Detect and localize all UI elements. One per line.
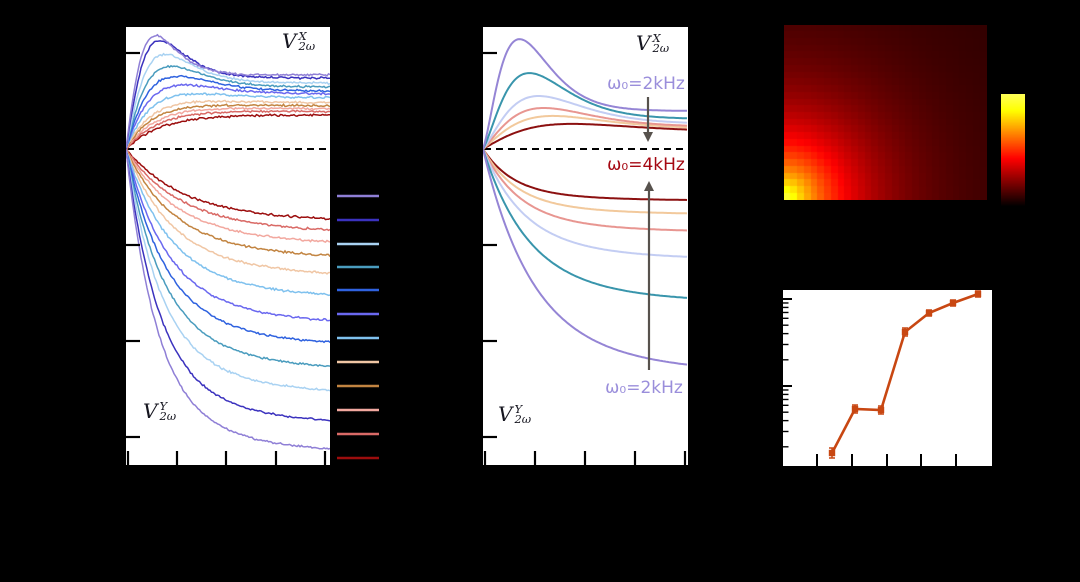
panel_a-upper-curve: [126, 103, 330, 150]
panel-a-plot-area: [126, 27, 330, 465]
panel_b-lower-curve: [483, 148, 688, 366]
panel-b-vx-label: V X 2ω: [636, 31, 670, 55]
panel_b-upper-curve: [483, 114, 688, 150]
panel_a-upper-curve: [126, 106, 330, 149]
colorbar: [1001, 94, 1025, 207]
vy-base: V: [498, 402, 513, 426]
panel_a-upper-curve: [126, 33, 330, 149]
vy-base: V: [143, 399, 158, 423]
panel-a-vy-label: V Y 2ω: [143, 399, 177, 423]
panel_a-upper-curve: [126, 109, 330, 151]
vx-sup: X: [652, 31, 661, 45]
vy-sup: Y: [514, 402, 523, 416]
annotation-omega0-4khz: ω₀=4kHz: [607, 155, 685, 175]
annotation-omega0-2khz-top: ω₀=2kHz: [607, 74, 685, 94]
panel-d-data-line: [830, 292, 979, 454]
vy-sub: 2ω: [159, 409, 177, 423]
panel_a-lower-curve: [126, 148, 330, 368]
panel_b-lower-curve: [483, 148, 688, 232]
vy-sub: 2ω: [514, 412, 532, 426]
panel_b-upper-curve: [483, 122, 688, 150]
panel_a-lower-curve: [126, 147, 330, 232]
panel-d-data-point: [949, 299, 957, 307]
panel_a-lower-curve: [126, 148, 330, 450]
panel_a-lower-curve: [126, 148, 330, 392]
panel_b-lower-curve: [483, 148, 688, 258]
panel_a-upper-curve: [126, 113, 330, 150]
panel_a-lower-curve: [126, 149, 330, 422]
vy-sup: Y: [159, 399, 168, 413]
panel_a-upper-curve: [126, 92, 330, 150]
panel_a-lower-curve: [126, 149, 330, 297]
panel_b-curves: [483, 38, 688, 366]
panel_a-curves: [126, 33, 330, 450]
vx-sub: 2ω: [652, 41, 670, 55]
panel_b-upper-curve: [483, 107, 687, 150]
panel-d-plot-area: [783, 290, 992, 466]
panel_a-lower-curve: [126, 149, 330, 243]
heatmap: [784, 25, 987, 200]
panel-d-data-point: [851, 405, 859, 413]
panel_a-lower-curve: [126, 148, 330, 221]
panel-d-data-point: [828, 449, 836, 457]
panel_a-upper-curve: [126, 64, 330, 150]
annotation-arrowhead: [644, 181, 654, 191]
panel-d-data-point: [901, 328, 909, 336]
vx-sub: 2ω: [298, 39, 316, 53]
annotation-omega0-2khz-bottom: ω₀=2kHz: [605, 378, 683, 398]
panel-a-vx-label: V X 2ω: [282, 29, 316, 53]
panel_b-upper-curve: [483, 38, 687, 150]
panel-d-data-point: [974, 290, 982, 298]
panel_a-lower-curve: [126, 149, 330, 258]
panel_b-upper-curve: [483, 95, 688, 150]
vx-sup: X: [298, 29, 307, 43]
panel-b-vy-label: V Y 2ω: [498, 402, 532, 426]
panel-d-data-point: [925, 309, 933, 317]
vx-base: V: [636, 31, 651, 55]
panel_a-upper-curve: [126, 99, 330, 150]
panel_b-lower-curve: [483, 148, 688, 299]
panel_a-upper-curve: [126, 83, 330, 150]
panel_b-lower-curve: [483, 148, 688, 201]
panel-d-data-point: [877, 406, 885, 414]
annotation-arrowhead: [643, 132, 653, 142]
panel_a-lower-curve: [126, 148, 330, 275]
panel_a-lower-curve: [126, 148, 330, 344]
vx-base: V: [282, 29, 297, 53]
panel_a-upper-curve: [126, 74, 330, 150]
panel_b-lower-curve: [483, 148, 688, 215]
panel_a-upper-curve: [126, 52, 330, 149]
panel_b-upper-curve: [483, 72, 688, 150]
panel_a-lower-curve: [126, 149, 330, 322]
